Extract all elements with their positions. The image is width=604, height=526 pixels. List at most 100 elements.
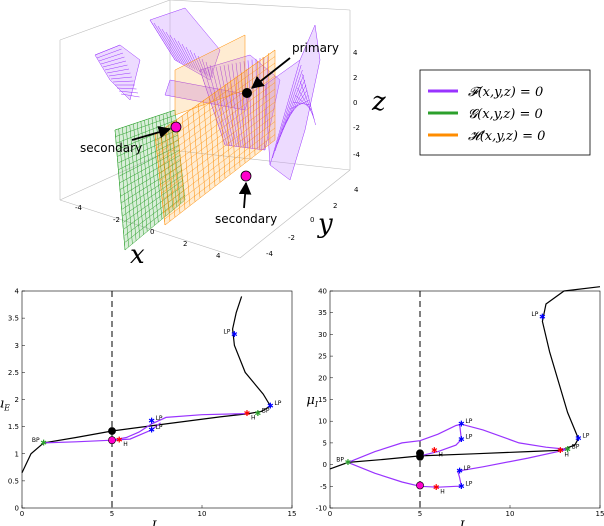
y3d-tick: -4 (266, 250, 274, 258)
branch-line-1 (43, 413, 246, 444)
plot-frame (21, 290, 293, 509)
bifurcation-marker: ✱ (254, 409, 261, 418)
x3d-tick: 0 (150, 228, 154, 236)
bifurcation-marker: ✱ (433, 483, 440, 492)
y-tick-label: 30 (318, 331, 327, 339)
axes-box (59, 0, 351, 259)
bifurcation-marker: ✱ (458, 482, 465, 491)
legend-label-H: 𝓗(x,y,z) = 0 (468, 129, 545, 144)
y-tick-label: 20 (318, 374, 327, 382)
branch-line-3 (419, 424, 463, 457)
equilibrium-point (416, 452, 424, 461)
bifurcation-marker: ✱ (564, 445, 571, 454)
y3d-tick: 0 (310, 216, 314, 224)
marker-label-lp: LP (223, 328, 230, 335)
y-tick-label: 5 (323, 439, 327, 447)
x3d-tick: 4 (216, 252, 221, 260)
legend-label-G: 𝓖(x,y,z) = 0 (468, 107, 543, 122)
bifurcation-marker: ✱ (148, 425, 155, 434)
y-tick-label: 1.5 (8, 423, 19, 431)
label-primary: primary (292, 41, 339, 55)
x3d-tick: 2 (183, 240, 187, 248)
x-tick-label: 15 (596, 510, 604, 518)
x3d-tick: -2 (113, 216, 120, 224)
bifurcation-marker: ✱ (458, 435, 465, 444)
y-tick-label: 3 (15, 342, 19, 350)
x-axis-label: IE (151, 519, 163, 526)
x-axis-label: IE (459, 519, 471, 526)
marker-label-bp: BP (572, 443, 580, 450)
surface-plot: -4 -2 0 2 4 4 2 0 -2 -4 4 2 0 -2 -4 x y z primary seco… (59, 0, 386, 270)
marker-label-lp: LP (582, 433, 589, 440)
marker-label-lp: LP (531, 311, 538, 318)
y-tick-label: 2.5 (8, 369, 19, 377)
arrow-secondary-left (131, 126, 172, 141)
marker-label-lp: LP (464, 465, 471, 472)
z3d-tick: -2 (353, 124, 360, 132)
secondary-point-bottom (240, 170, 252, 182)
x-tick-label: 15 (288, 510, 297, 518)
primary-point (242, 88, 252, 98)
y-axis-label: μE (0, 397, 10, 413)
legend: 𝓕(x,y,z) = 0 𝓖(x,y,z) = 0 𝓗(x,y,z) = 0 (419, 69, 591, 156)
z3d-tick: 4 (353, 49, 358, 57)
marker-label-bp: BP (32, 437, 40, 444)
legend-label-F: 𝓕(x,y,z) = 0 (468, 85, 543, 100)
x-tick-label: 5 (110, 510, 114, 518)
bifurcation-marker: ✱ (40, 438, 47, 447)
bifurcation-marker: ✱ (345, 458, 352, 467)
y-tick-label: -5 (320, 483, 327, 491)
y-tick-label: 10 (318, 418, 327, 426)
plot-frame (329, 290, 601, 509)
y-tick-label: 15 (318, 396, 327, 404)
equilibrium-point (108, 427, 116, 435)
bifurcation-marker: ✱ (539, 313, 546, 322)
bifurcation-marker: ✱ (431, 446, 438, 455)
marker-label-lp: LP (156, 415, 163, 422)
y-tick-label: 25 (318, 353, 327, 361)
y-tick-label: 35 (318, 309, 327, 317)
label-secondary-bottom: secondary (215, 212, 277, 226)
bifurcation-marker: ✱ (458, 420, 465, 429)
y-tick-label: 0 (15, 505, 19, 513)
label-secondary-left: secondary (80, 141, 142, 155)
branch-line-1 (347, 423, 568, 463)
branch-line-2 (347, 448, 568, 488)
y-tick-label: 40 (318, 288, 327, 296)
axis-y-label: y (317, 209, 333, 239)
marker-label-lp: LP (156, 424, 163, 431)
marker-label-h: H (123, 441, 128, 448)
bifurcation-marker: ✱ (231, 330, 238, 339)
y-tick-label: -10 (316, 505, 327, 513)
equilibrium-point (416, 481, 424, 490)
y-tick-label: 4 (15, 288, 20, 296)
bifurcation-marker: ✱ (148, 417, 155, 426)
marker-label-h: H (564, 451, 569, 458)
y-tick-label: 0.5 (8, 477, 19, 485)
marker-label-lp: LP (465, 433, 472, 440)
z3d-tick: 0 (353, 99, 357, 107)
arrow-primary (251, 57, 291, 89)
y-tick-label: 0 (323, 461, 327, 469)
bifurcation-marker: ✱ (267, 402, 274, 411)
x-tick-label: 10 (198, 510, 207, 518)
z3d-tick: -4 (353, 151, 361, 159)
axis-z-label: z (371, 87, 386, 117)
secondary-point-left (170, 121, 182, 133)
marker-label-lp: LP (465, 418, 472, 425)
x-tick-label: 5 (418, 510, 422, 518)
y3d-tick: -2 (288, 234, 295, 242)
y3d-tick: 4 (354, 186, 359, 194)
branch-line-0 (21, 296, 272, 473)
x-tick-label: 0 (20, 510, 24, 518)
marker-label-lp: LP (465, 480, 472, 487)
bifurcation-marker: ✱ (116, 436, 123, 445)
x-tick-label: 10 (506, 510, 515, 518)
marker-label-bp: BP (262, 408, 270, 415)
marker-label-bp: BP (336, 456, 344, 463)
y-tick-label: 3.5 (8, 315, 19, 323)
branch-line-0 (329, 286, 601, 470)
